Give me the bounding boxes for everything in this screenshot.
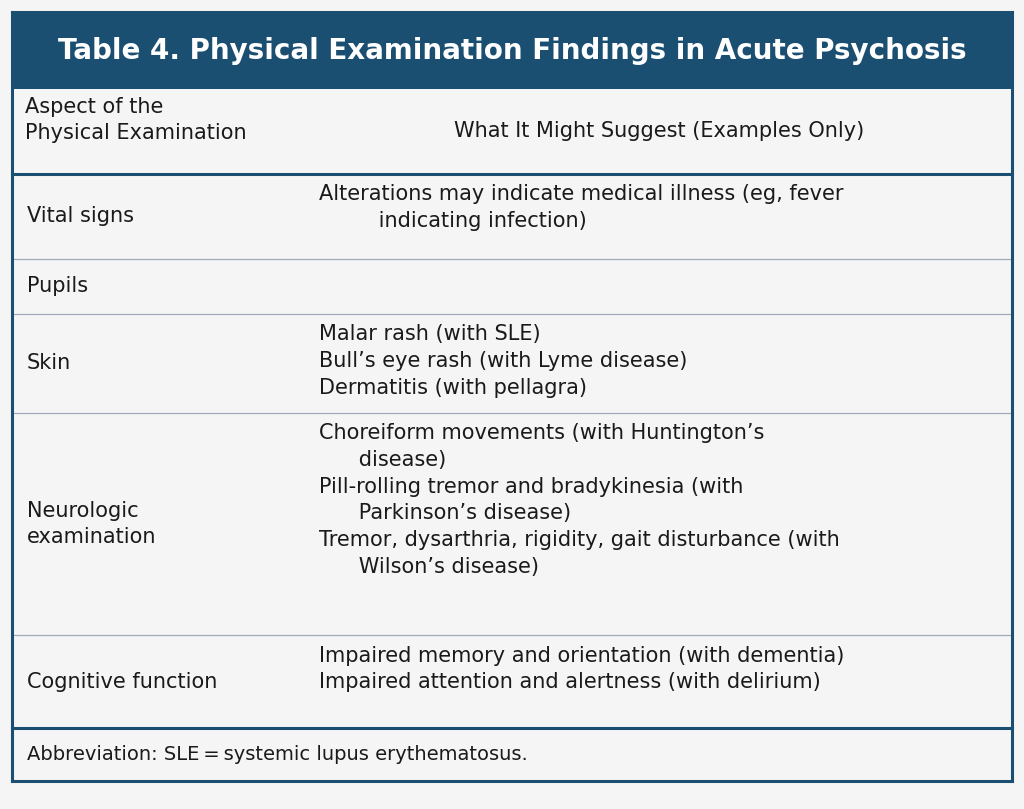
Text: Malar rash (with SLE)
Bull’s eye rash (with Lyme disease)
Dermatitis (with pella: Malar rash (with SLE) Bull’s eye rash (w… xyxy=(319,324,688,398)
Text: Cognitive function: Cognitive function xyxy=(27,671,217,692)
Text: Aspect of the
Physical Examination: Aspect of the Physical Examination xyxy=(25,97,246,142)
Text: Alterations may indicate medical illness (eg, fever
         indicating infectio: Alterations may indicate medical illness… xyxy=(319,184,844,231)
Text: Vital signs: Vital signs xyxy=(27,206,133,227)
Text: What It Might Suggest (Examples Only): What It Might Suggest (Examples Only) xyxy=(455,121,864,142)
FancyBboxPatch shape xyxy=(12,12,1012,89)
Text: Pupils: Pupils xyxy=(27,277,88,296)
Text: Choreiform movements (with Huntington’s
      disease)
Pill-rolling tremor and b: Choreiform movements (with Huntington’s … xyxy=(319,423,840,577)
Text: Impaired memory and orientation (with dementia)
Impaired attention and alertness: Impaired memory and orientation (with de… xyxy=(319,646,845,693)
Text: Skin: Skin xyxy=(27,354,71,373)
Text: Table 4. Physical Examination Findings in Acute Psychosis: Table 4. Physical Examination Findings i… xyxy=(57,36,967,65)
Text: Abbreviation: SLE = systemic lupus erythematosus.: Abbreviation: SLE = systemic lupus eryth… xyxy=(27,745,527,764)
Text: Neurologic
examination: Neurologic examination xyxy=(27,501,156,547)
